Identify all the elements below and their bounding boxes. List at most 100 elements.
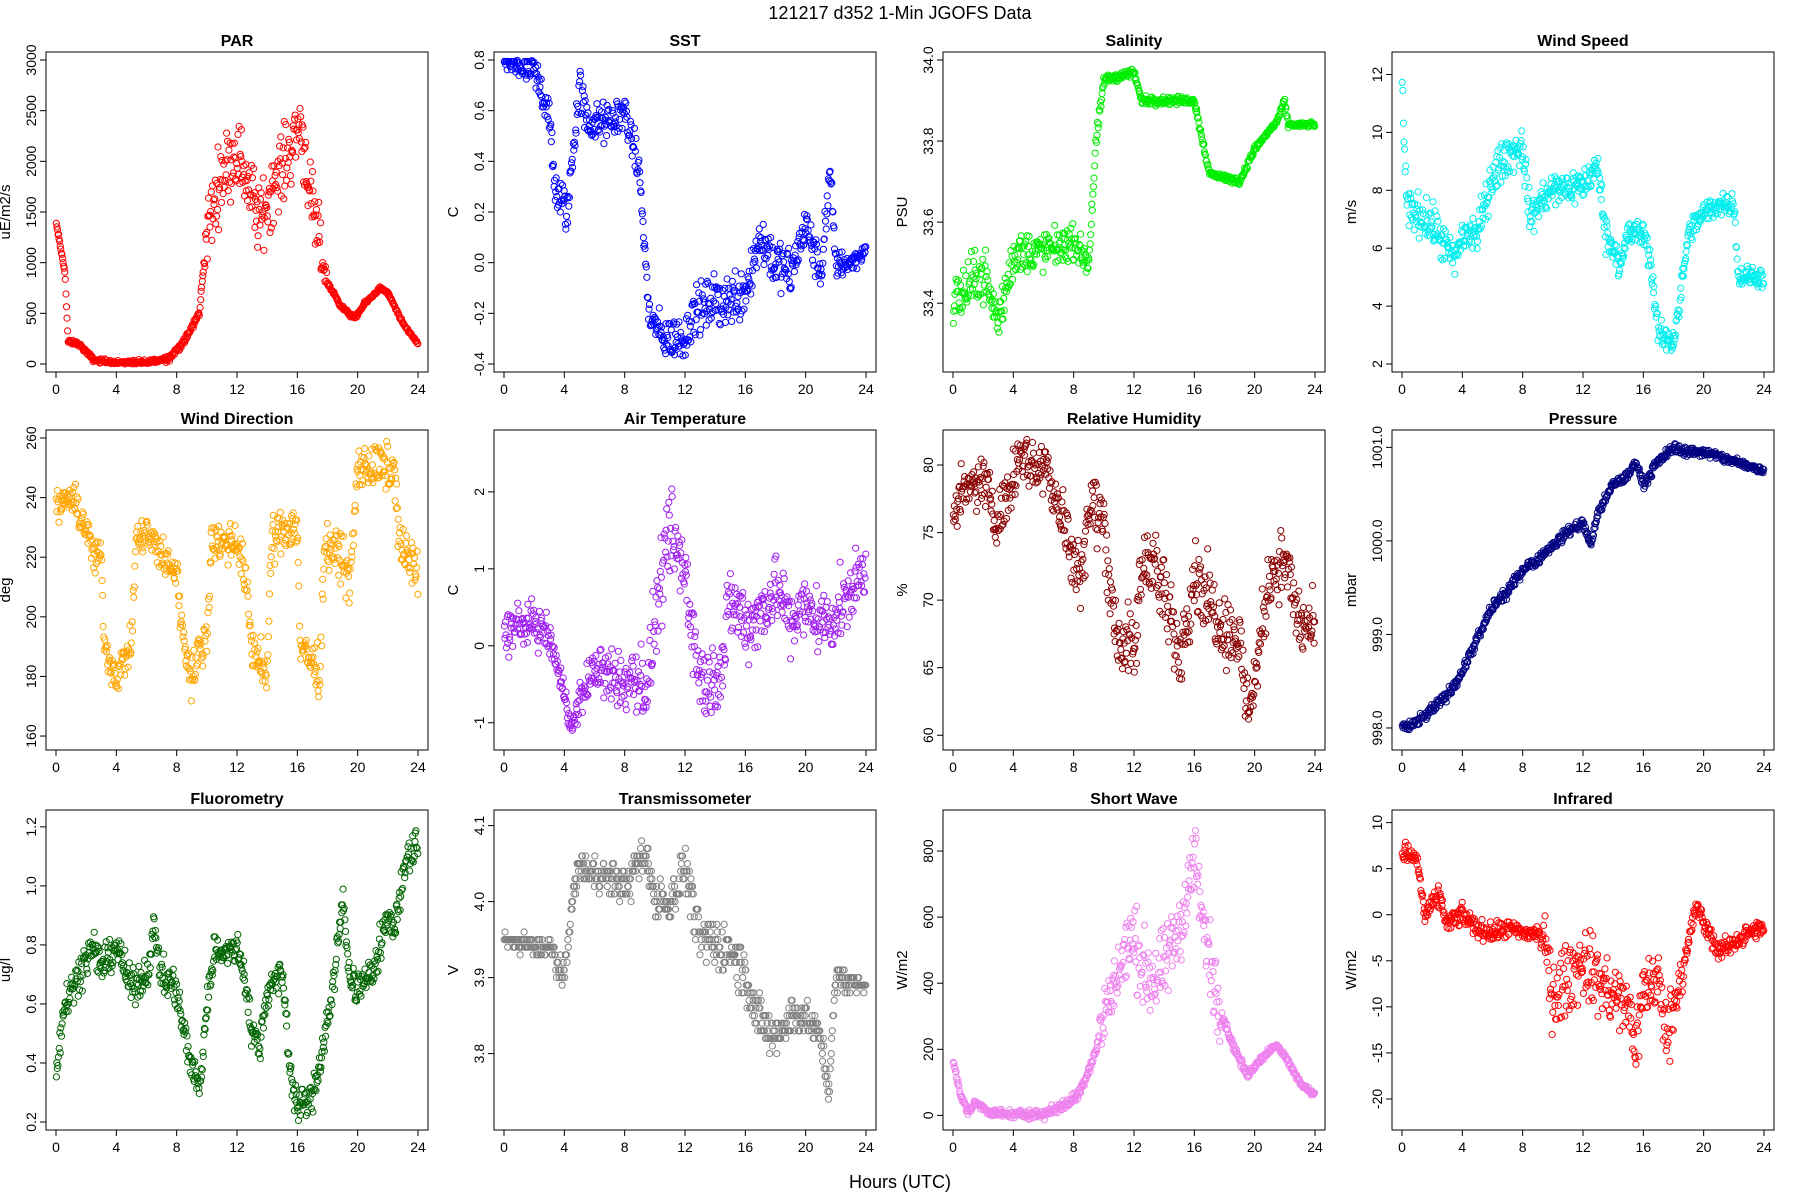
data-point: [191, 671, 200, 679]
data-point: [1130, 68, 1138, 76]
data-point: [587, 127, 595, 135]
data-point: [574, 698, 582, 706]
data-point: [129, 627, 137, 635]
data-point: [648, 659, 657, 668]
data-point: [203, 255, 211, 263]
data-point: [376, 447, 384, 455]
data-point: [850, 594, 859, 602]
data-point: [628, 135, 636, 143]
data-point: [534, 62, 542, 70]
data-point: [66, 490, 74, 498]
data-point: [777, 290, 785, 298]
data-point: [1477, 192, 1485, 200]
data-point: [537, 92, 546, 101]
data-point: [245, 169, 253, 177]
data-point: [1399, 119, 1408, 127]
data-point: [1451, 270, 1459, 278]
data-point: [823, 192, 831, 200]
y-tick-label: 2: [1369, 360, 1385, 368]
data-point: [505, 633, 513, 641]
data-point: [999, 315, 1007, 323]
data-point: [128, 618, 136, 626]
data-point: [214, 143, 222, 151]
data-point: [608, 106, 616, 115]
data-point: [206, 592, 214, 600]
data-point: [766, 580, 775, 588]
data-point: [669, 546, 678, 554]
data-point: [832, 250, 840, 258]
data-point: [765, 603, 773, 612]
data-point: [1203, 161, 1211, 169]
data-point: [730, 611, 738, 619]
data-point: [199, 652, 207, 661]
data-point: [781, 614, 789, 623]
data-point: [1071, 235, 1079, 243]
x-tick-label: 0: [949, 381, 957, 397]
data-point: [827, 178, 835, 186]
data-point: [645, 305, 653, 313]
data-point: [1534, 213, 1543, 221]
data-point: [194, 310, 202, 318]
data-point: [777, 273, 785, 281]
data-point: [1724, 193, 1732, 201]
data-point: [1662, 346, 1671, 354]
data-point: [709, 297, 718, 305]
data-point: [1453, 244, 1461, 252]
data-point: [582, 111, 590, 119]
data-point: [547, 138, 555, 146]
data-point: [116, 660, 124, 668]
data-point: [849, 607, 857, 615]
data-point: [207, 559, 215, 567]
y-tick-label: 1: [471, 565, 487, 573]
data-point: [315, 198, 323, 206]
data-point: [1637, 230, 1646, 238]
data-point: [659, 595, 667, 603]
data-point: [500, 622, 508, 630]
data-point: [205, 604, 213, 612]
data-point: [1674, 306, 1682, 314]
data-point: [1517, 137, 1525, 145]
data-point: [1737, 264, 1745, 272]
data-point: [800, 237, 808, 245]
data-point: [520, 640, 528, 648]
data-point: [333, 531, 341, 539]
x-tick-label: 20: [798, 759, 814, 775]
data-point: [714, 691, 723, 699]
data-point: [246, 618, 254, 626]
data-point: [597, 645, 605, 654]
data-point: [279, 171, 287, 179]
y-tick-label: 8: [1369, 186, 1385, 194]
data-point: [792, 242, 800, 250]
data-point: [997, 307, 1006, 315]
y-tick-label: 65: [920, 660, 936, 676]
y-tick-label: 0.2: [471, 202, 487, 222]
data-point: [251, 652, 260, 660]
data-point: [1657, 316, 1666, 324]
x-tick-label: 16: [1187, 759, 1203, 775]
data-point: [670, 351, 679, 359]
data-point: [304, 183, 313, 191]
data-point: [1510, 168, 1518, 176]
data-point: [747, 290, 755, 298]
data-point: [989, 290, 998, 298]
data-point: [561, 695, 570, 703]
data-point: [1521, 182, 1529, 190]
data-point: [676, 587, 684, 595]
data-point: [1665, 329, 1673, 338]
data-point: [187, 676, 195, 684]
data-point: [639, 234, 648, 242]
data-point: [517, 630, 526, 638]
data-point: [315, 693, 323, 701]
data-point: [716, 693, 725, 701]
data-point: [1014, 256, 1022, 264]
data-point: [145, 538, 153, 547]
data-point: [103, 642, 111, 650]
data-point: [967, 248, 976, 256]
data-point: [1477, 222, 1486, 230]
data-point: [207, 207, 215, 216]
data-point: [681, 351, 689, 359]
data-point: [707, 693, 715, 701]
data-point: [1430, 236, 1439, 244]
data-point: [211, 195, 219, 203]
data-point: [71, 480, 80, 488]
